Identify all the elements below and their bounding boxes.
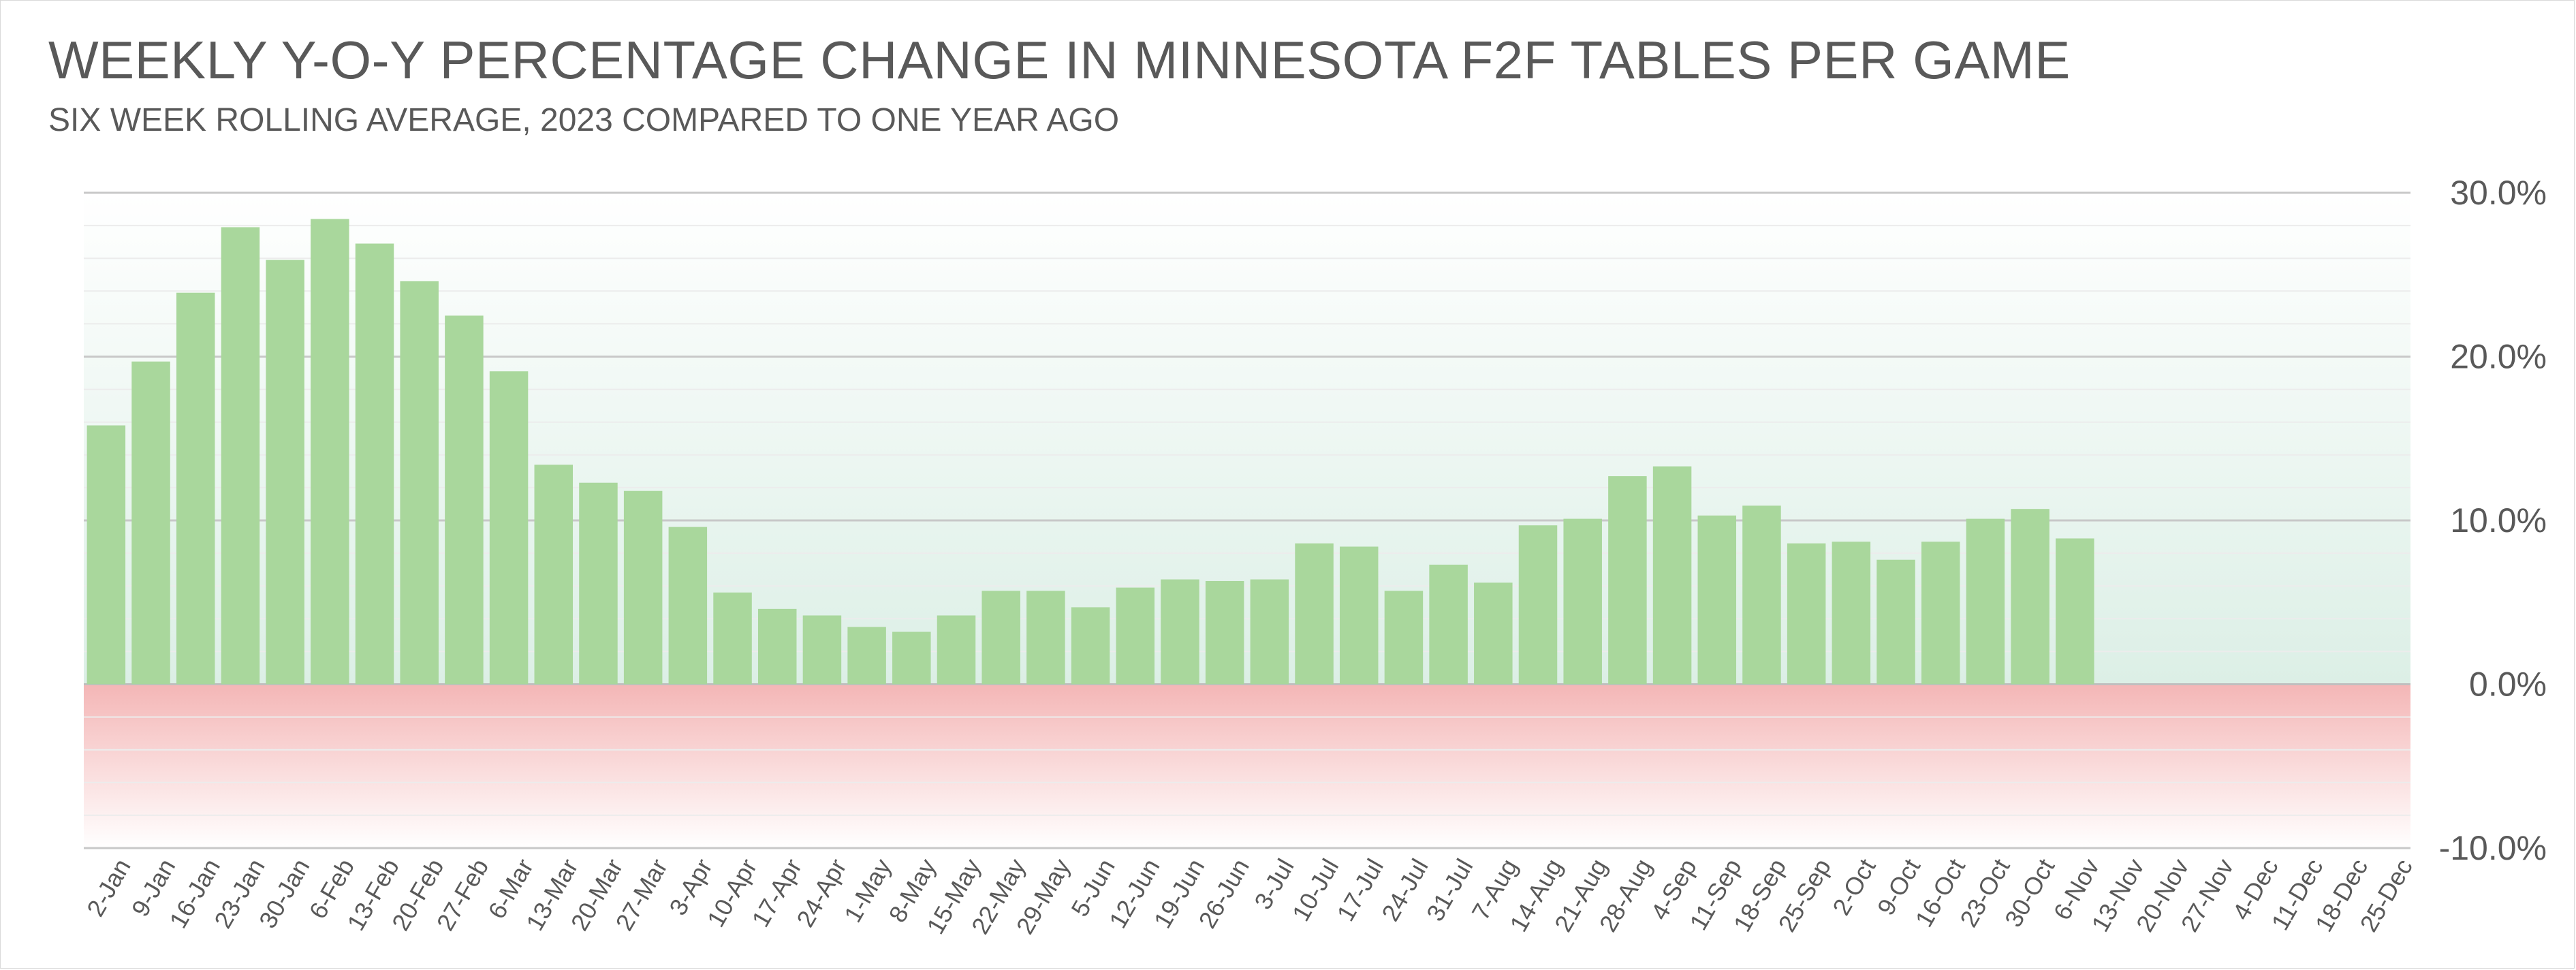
bar-29-May bbox=[1026, 591, 1065, 685]
x-axis-ticks: 2-Jan9-Jan16-Jan23-Jan30-Jan6-Feb13-Feb2… bbox=[81, 854, 2418, 939]
bar-23-Jan bbox=[221, 227, 260, 685]
bar-31-Jul bbox=[1429, 564, 1468, 685]
y-tick-label: 30.0% bbox=[2450, 174, 2547, 212]
bar-24-Jul bbox=[1384, 591, 1424, 685]
bar-13-Feb bbox=[355, 243, 394, 685]
bar-17-Apr bbox=[757, 608, 797, 685]
bar-series bbox=[87, 219, 2094, 685]
y-tick-label: 0.0% bbox=[2469, 666, 2547, 704]
bar-24-Apr bbox=[802, 615, 842, 685]
bar-16-Jan bbox=[176, 292, 215, 685]
x-tick-label: 2-Oct bbox=[1827, 854, 1881, 920]
x-tick-label: 2-Jan bbox=[81, 854, 136, 921]
bar-21-Aug bbox=[1563, 518, 1602, 685]
chart-title: WEEKLY Y-O-Y PERCENTAGE CHANGE IN MINNES… bbox=[48, 30, 2071, 90]
bar-2-Jan bbox=[87, 425, 126, 685]
bar-9-Jan bbox=[131, 361, 170, 685]
bar-11-Sep bbox=[1697, 515, 1737, 685]
bar-17-Jul bbox=[1339, 546, 1379, 685]
bar-6-Feb bbox=[311, 219, 349, 685]
bar-9-Oct bbox=[1876, 559, 1915, 685]
bar-27-Mar bbox=[623, 490, 663, 685]
bar-15-May bbox=[937, 615, 976, 685]
bar-27-Feb bbox=[445, 315, 484, 685]
chart-subtitle: SIX WEEK ROLLING AVERAGE, 2023 COMPARED … bbox=[48, 102, 1120, 138]
bar-20-Feb bbox=[400, 281, 439, 685]
bar-30-Oct bbox=[2011, 509, 2049, 685]
bar-3-Jul bbox=[1250, 579, 1289, 685]
x-tick-label: 31-Jul bbox=[1421, 854, 1479, 926]
bar-10-Jul bbox=[1295, 543, 1334, 685]
bar-18-Sep bbox=[1742, 505, 1781, 685]
bar-2-Oct bbox=[1832, 542, 1871, 685]
bar-28-Aug bbox=[1608, 476, 1647, 685]
bar-5-Jun bbox=[1071, 607, 1110, 685]
y-axis-ticks: 30.0% 20.0% 10.0% 0.0% -10.0% bbox=[2439, 174, 2547, 867]
bar-4-Sep bbox=[1652, 466, 1692, 685]
bar-16-Oct bbox=[1921, 542, 1960, 685]
y-tick-label: -10.0% bbox=[2439, 829, 2547, 867]
bar-30-Jan bbox=[266, 260, 304, 685]
bar-12-Jun bbox=[1116, 587, 1155, 685]
bar-10-Apr bbox=[713, 592, 752, 685]
bar-6-Nov bbox=[2056, 538, 2094, 685]
y-tick-label: 20.0% bbox=[2450, 338, 2547, 376]
bar-22-May bbox=[981, 591, 1020, 685]
bar-13-Mar bbox=[534, 465, 574, 685]
bar-26-Jun bbox=[1205, 580, 1244, 685]
bar-19-Jun bbox=[1161, 579, 1199, 685]
y-tick-label: 10.0% bbox=[2450, 501, 2547, 539]
bar-20-Mar bbox=[579, 482, 618, 685]
bar-1-May bbox=[847, 627, 886, 685]
bar-3-Apr bbox=[668, 527, 708, 685]
negative-band bbox=[84, 684, 2410, 848]
bar-7-Aug bbox=[1474, 582, 1513, 685]
bar-23-Oct bbox=[1966, 518, 2005, 685]
bar-6-Mar bbox=[489, 371, 529, 685]
bar-25-Sep bbox=[1787, 543, 1826, 685]
bar-14-Aug bbox=[1518, 525, 1558, 685]
bar-8-May bbox=[892, 631, 931, 685]
